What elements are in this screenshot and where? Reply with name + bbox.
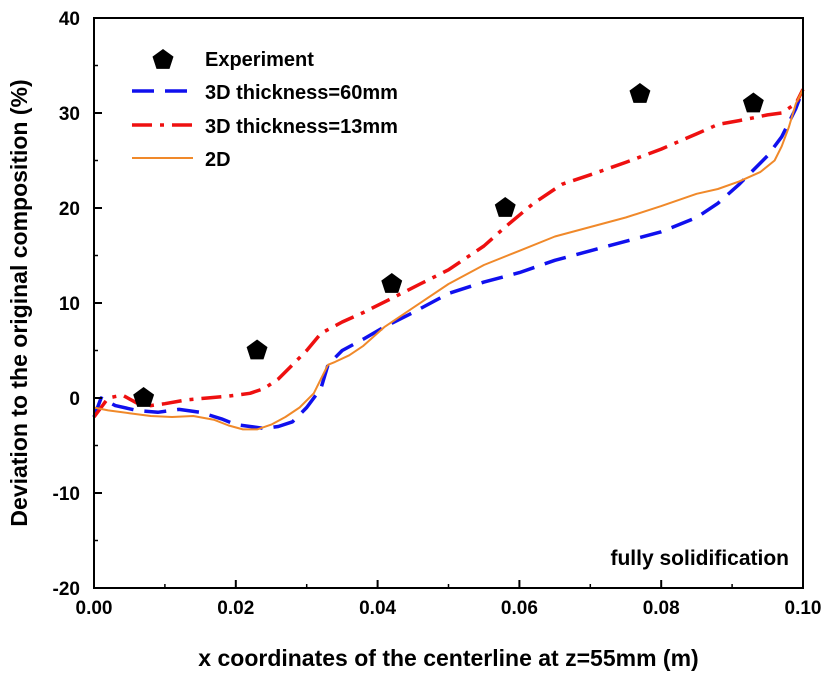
experiment-marker: [742, 92, 764, 113]
axis-ticks: [93, 17, 804, 589]
series-line-1: [92, 88, 805, 431]
experiment-marker: [381, 273, 403, 293]
y-tick-label: -10: [53, 484, 80, 505]
experiment-marker: [133, 387, 155, 407]
y-tick-label: 10: [59, 294, 80, 315]
y-tick-label: 0: [69, 389, 80, 410]
x-tick-label: 0.04: [359, 598, 396, 619]
plot-lines: [92, 88, 805, 431]
legend-label: Experiment: [205, 49, 314, 71]
annotation-text: fully solidification: [610, 547, 789, 570]
plot-frame: [93, 17, 804, 589]
legend-label: 2D: [205, 149, 231, 171]
series-line-3: [93, 88, 804, 431]
legend-label: 3D thickness=60mm: [205, 82, 398, 104]
x-tick-label: 0.00: [76, 598, 113, 619]
x-axis-title: x coordinates of the centerline at z=55m…: [198, 645, 698, 671]
x-tick-label: 0.06: [501, 598, 538, 619]
legend-label: 3D thickness=13mm: [205, 116, 398, 138]
y-tick-label: 40: [59, 9, 80, 30]
y-tick-label: -20: [53, 579, 80, 600]
experiment-marker: [246, 339, 268, 360]
plot-markers: [133, 83, 764, 407]
legend: Experiment 3D thickness=60mm 3D thickness=…: [132, 49, 398, 171]
y-axis-title: Deviation to the original composition (%…: [6, 79, 32, 526]
y-tick-label: 30: [59, 104, 80, 125]
legend-marker-pentagon: [152, 49, 174, 69]
experiment-marker: [629, 83, 651, 103]
x-tick-label: 0.02: [217, 598, 254, 619]
experiment-marker: [494, 197, 516, 217]
tick-labels: 0.00 0.02 0.04 0.06 0.08 0.10 -20 -10 0 10 20 30 40: [53, 9, 822, 619]
y-tick-label: 20: [59, 199, 80, 220]
series-line-2: [92, 88, 805, 419]
x-tick-label: 0.08: [643, 598, 680, 619]
x-tick-label: 0.10: [785, 598, 822, 619]
